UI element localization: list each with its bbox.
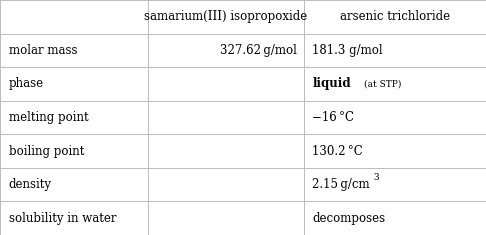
Text: boiling point: boiling point bbox=[9, 145, 84, 158]
Text: phase: phase bbox=[9, 77, 44, 90]
Text: decomposes: decomposes bbox=[312, 212, 385, 225]
Text: arsenic trichloride: arsenic trichloride bbox=[340, 10, 450, 23]
Text: liquid: liquid bbox=[312, 77, 351, 90]
Text: (at STP): (at STP) bbox=[364, 79, 401, 88]
Text: 3: 3 bbox=[373, 173, 379, 182]
Text: melting point: melting point bbox=[9, 111, 88, 124]
Text: 130.2 °C: 130.2 °C bbox=[312, 145, 363, 158]
Text: samarium(III) isopropoxide: samarium(III) isopropoxide bbox=[144, 10, 308, 23]
Text: solubility in water: solubility in water bbox=[9, 212, 116, 225]
Text: 181.3 g/mol: 181.3 g/mol bbox=[312, 44, 383, 57]
Text: −16 °C: −16 °C bbox=[312, 111, 354, 124]
Text: 327.62 g/mol: 327.62 g/mol bbox=[220, 44, 296, 57]
Text: density: density bbox=[9, 178, 52, 191]
Text: 2.15 g/cm: 2.15 g/cm bbox=[312, 178, 370, 191]
Text: molar mass: molar mass bbox=[9, 44, 77, 57]
